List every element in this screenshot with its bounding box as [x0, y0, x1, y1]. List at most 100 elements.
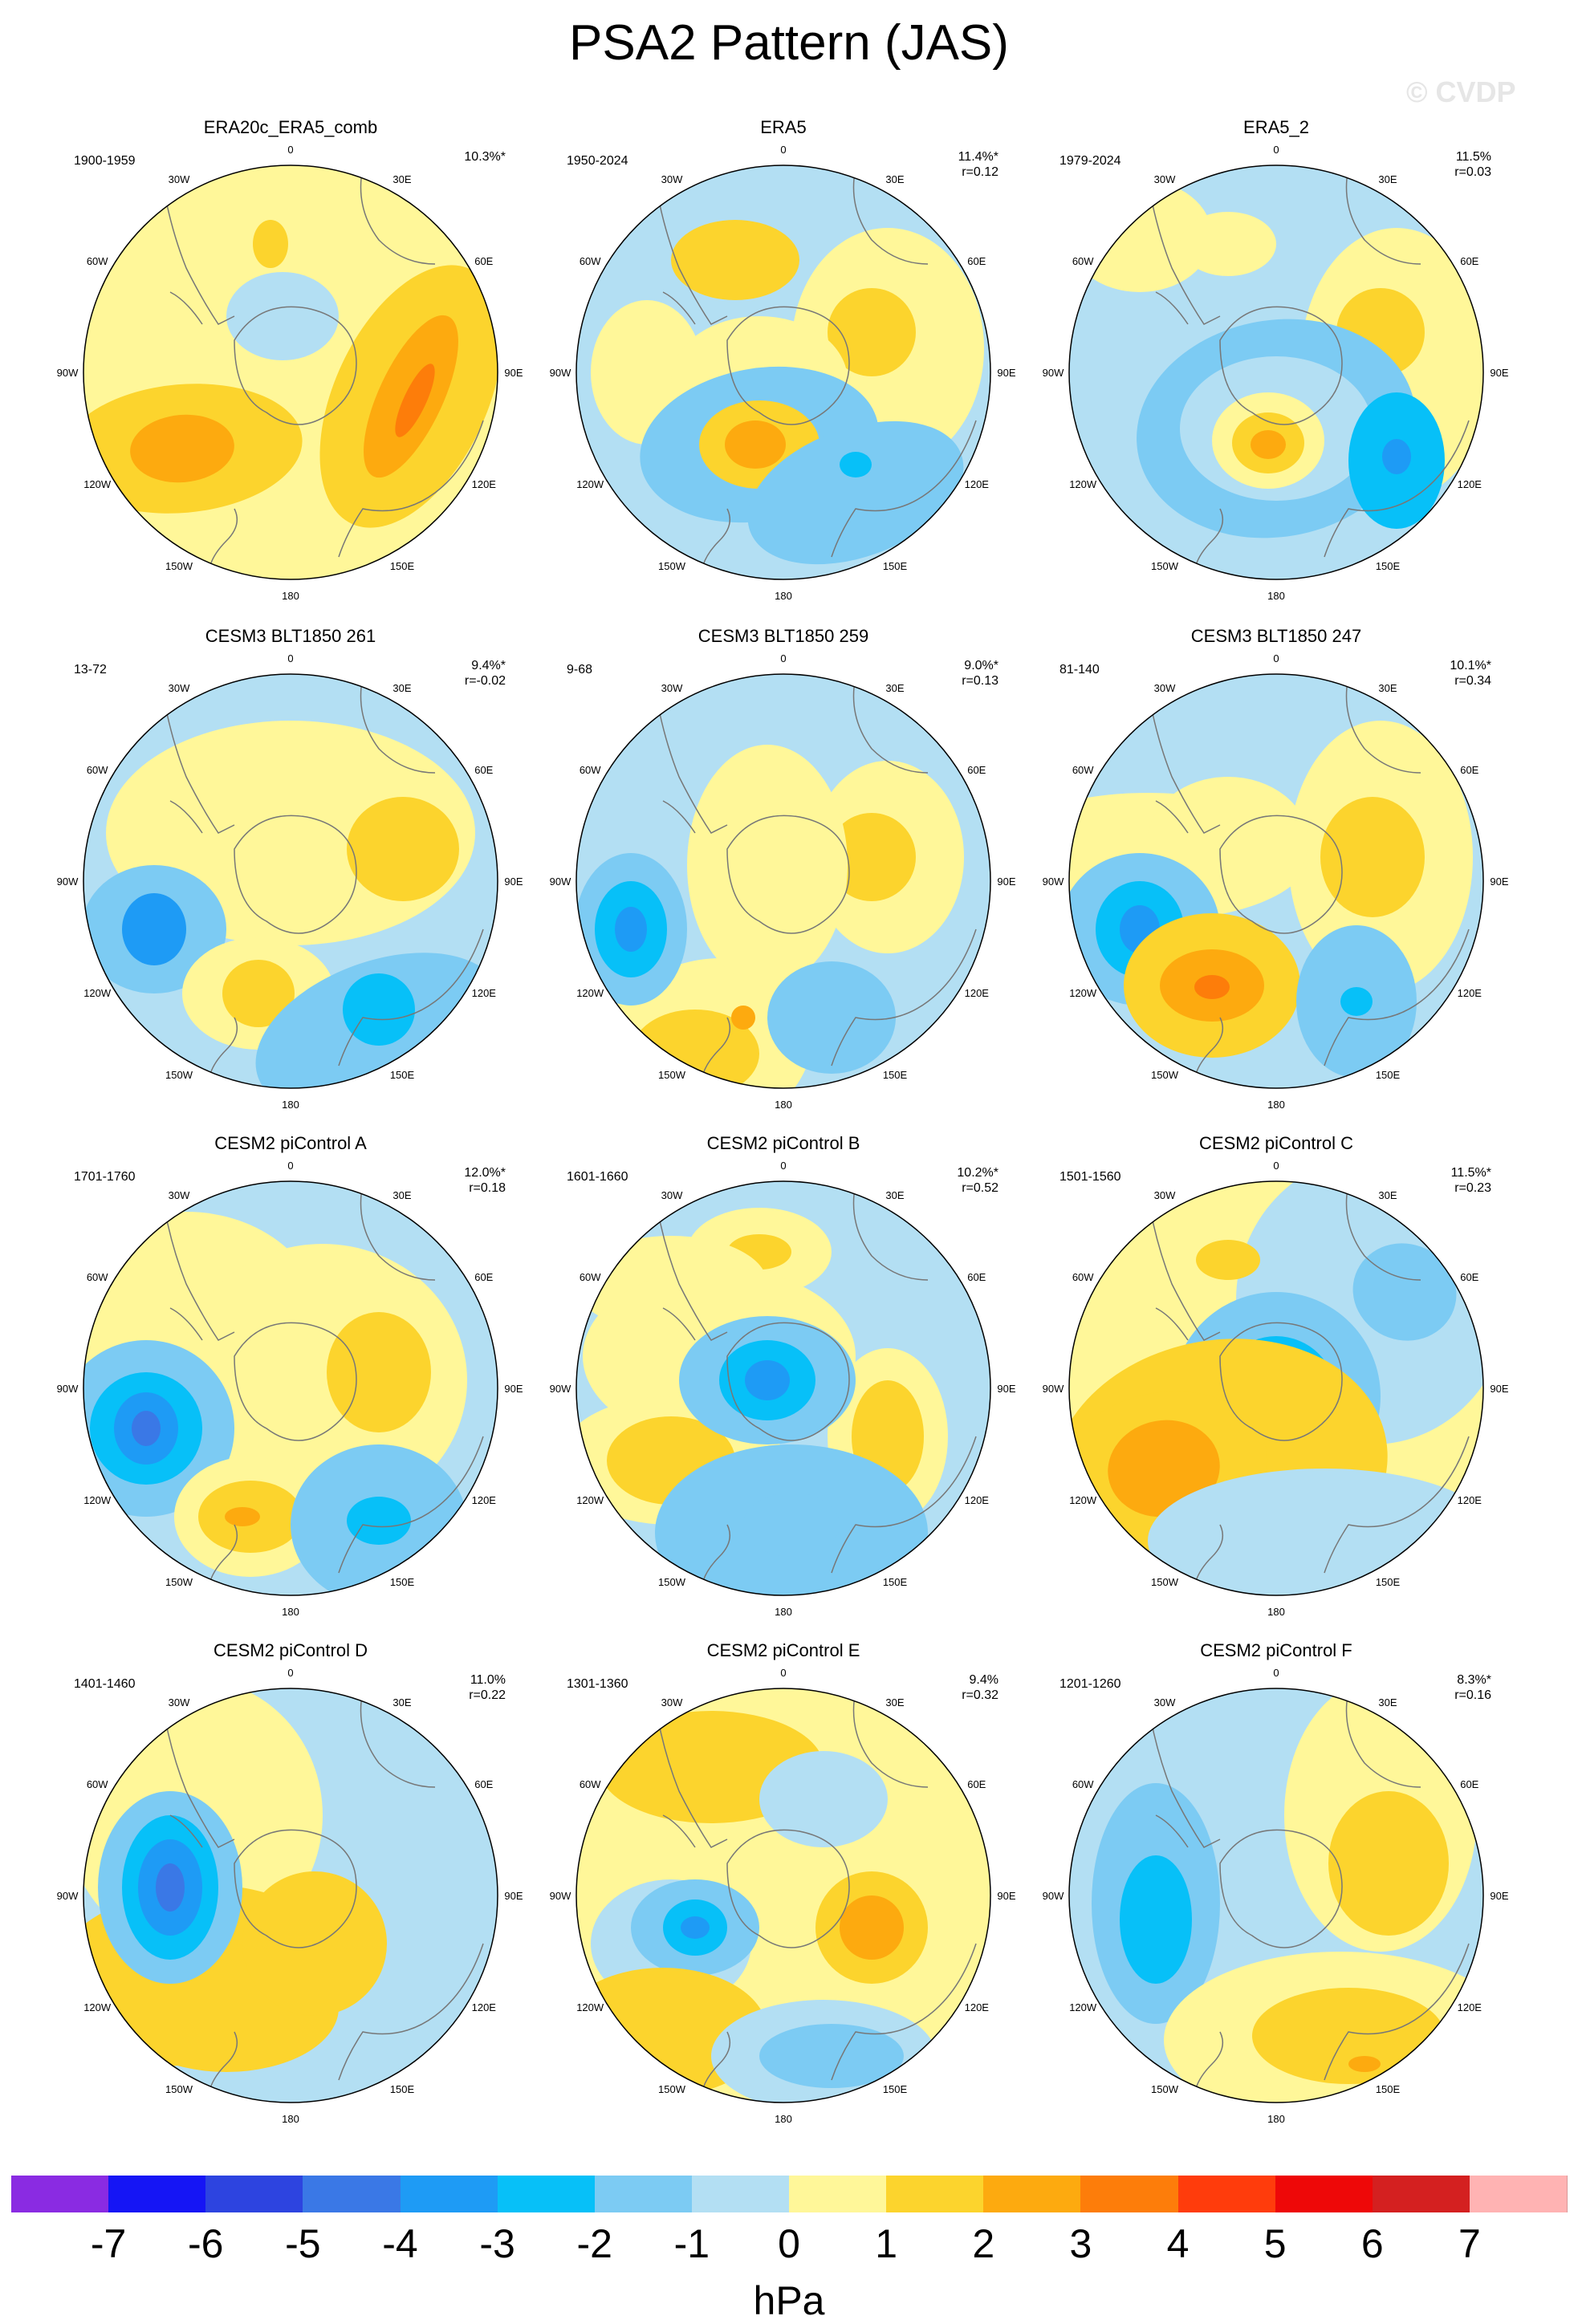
longitude-label: 90W [1043, 1890, 1064, 1902]
longitude-label: 180 [282, 2113, 299, 2125]
longitude-label: 60W [87, 764, 108, 776]
longitude-label: 30W [661, 682, 683, 694]
map-panel: CESM3 BLT1850 247 81-140 10.1%* r=0.34 0 30E 6… [1027, 626, 1525, 1123]
polar-map: 0 30E 60E 90E 120E 150E 180 150W 120W 90W 60W 30W [1043, 1667, 1509, 2125]
anomaly-field [83, 1181, 498, 1595]
colorbar-swatch [1275, 2176, 1373, 2212]
coastline [169, 1814, 203, 1848]
longitude-label: 120E [1458, 2001, 1482, 2013]
coastline [1345, 676, 1421, 774]
longitude-label: 180 [282, 590, 299, 602]
colorbar-tick-label: -1 [673, 2221, 710, 2266]
anomaly-contour [1148, 1469, 1483, 1595]
longitude-label: 120W [83, 987, 112, 999]
coastline [234, 1829, 357, 1948]
longitude-label: 150W [165, 1576, 193, 1588]
longitude-label: 90E [997, 876, 1015, 888]
coastline [169, 800, 203, 834]
longitude-label: 30E [392, 1696, 411, 1708]
longitude-label: 60E [474, 1778, 493, 1790]
anomaly-contour [132, 1411, 161, 1446]
longitude-label: 90W [550, 876, 571, 888]
coastline [209, 2031, 238, 2089]
panel-period: 1979-2024 [1059, 154, 1121, 168]
longitude-label: 150E [1376, 1576, 1401, 1588]
anomaly-contour [840, 1895, 904, 1960]
longitude-label: 120E [965, 987, 990, 999]
longitude-label: 30W [1154, 682, 1176, 694]
coastline [360, 1183, 436, 1281]
coastline [726, 815, 850, 934]
longitude-label: 30E [392, 682, 411, 694]
coastline [1345, 167, 1421, 265]
longitude-label: 150E [883, 1576, 908, 1588]
panel-title: ERA5 [760, 117, 807, 137]
coastline [702, 2031, 731, 2089]
pattern-correlation: r=0.03 [1454, 165, 1491, 179]
map-border [575, 673, 991, 1089]
anomaly-contour [725, 421, 786, 469]
longitude-label: 0 [780, 1667, 786, 1679]
explained-variance: 12.0%* [464, 1166, 506, 1180]
longitude-label: 120W [1069, 987, 1097, 999]
colorbar-swatch [497, 2176, 596, 2212]
longitude-label: 60E [1460, 255, 1478, 267]
anomaly-contour [759, 2024, 904, 2088]
colorbar-tick-label: 5 [1263, 2221, 1287, 2266]
longitude-label: 60E [1460, 1778, 1478, 1790]
anomaly-contour [1320, 797, 1425, 917]
longitude-label: 120E [472, 987, 497, 999]
map-panel: CESM2 piControl A 1701-1760 12.0%* r=0.18 0 3… [42, 1133, 539, 1631]
anomaly-field [1069, 1688, 1483, 2103]
coastline [1195, 1017, 1224, 1075]
coastline [234, 1322, 357, 1441]
coastline [654, 179, 728, 325]
panel-period: 9-68 [567, 663, 593, 676]
map-border [83, 1180, 498, 1596]
longitude-label: 30W [169, 1189, 190, 1201]
longitude-label: 30E [1378, 1696, 1397, 1708]
colorbar-swatch [1469, 2176, 1568, 2212]
longitude-label: 180 [775, 1606, 792, 1618]
longitude-label: 150E [883, 560, 908, 572]
colorbar-units: hPa [753, 2278, 825, 2323]
longitude-label: 0 [1273, 144, 1279, 156]
colorbar-tick-label: -3 [479, 2221, 515, 2266]
colorbar-swatch [205, 2176, 304, 2212]
longitude-label: 120E [1458, 478, 1482, 490]
anomaly-field [1069, 165, 1483, 579]
map-border [83, 165, 498, 580]
longitude-label: 90W [1043, 876, 1064, 888]
panel-period: 1301-1360 [567, 1677, 628, 1691]
colorbar-tick-label: 2 [972, 2221, 995, 2266]
longitude-label: 150E [883, 1069, 908, 1081]
longitude-label: 90W [57, 1383, 79, 1395]
map-border [83, 673, 498, 1089]
panel-stats: 10.1%* r=0.34 [1403, 658, 1491, 689]
longitude-label: 60W [580, 764, 601, 776]
coastline [1219, 306, 1343, 425]
longitude-label: 180 [282, 1606, 299, 1618]
anomaly-contour [731, 1006, 755, 1030]
colorbar-swatch [1080, 2176, 1179, 2212]
coastline [852, 167, 929, 265]
longitude-label: 0 [287, 144, 293, 156]
coastline [662, 1307, 696, 1341]
pattern-correlation: r=-0.02 [464, 674, 506, 688]
anomaly-contour [828, 288, 916, 376]
coastline [1219, 815, 1343, 934]
explained-variance: 11.5% [1455, 150, 1491, 164]
coastline [1345, 1690, 1421, 1788]
longitude-label: 120E [1458, 1494, 1482, 1506]
longitude-label: 60E [474, 255, 493, 267]
anomaly-contour [395, 364, 435, 437]
colorbar-swatch [400, 2176, 498, 2212]
map-panel: CESM3 BLT1850 259 9-68 9.0%* r=0.13 0 30E 60E 9… [535, 626, 1032, 1123]
map-border [575, 1180, 991, 1596]
polar-map: 0 30E 60E 90E 120E 150E 180 150W 120W 90W 60W 30W [550, 1160, 1016, 1618]
longitude-label: 150E [390, 560, 415, 572]
coastline [338, 1436, 484, 1574]
coastline [1147, 179, 1221, 325]
longitude-label: 60W [580, 1271, 601, 1283]
panel-stats: 11.5% r=0.03 [1403, 149, 1491, 180]
